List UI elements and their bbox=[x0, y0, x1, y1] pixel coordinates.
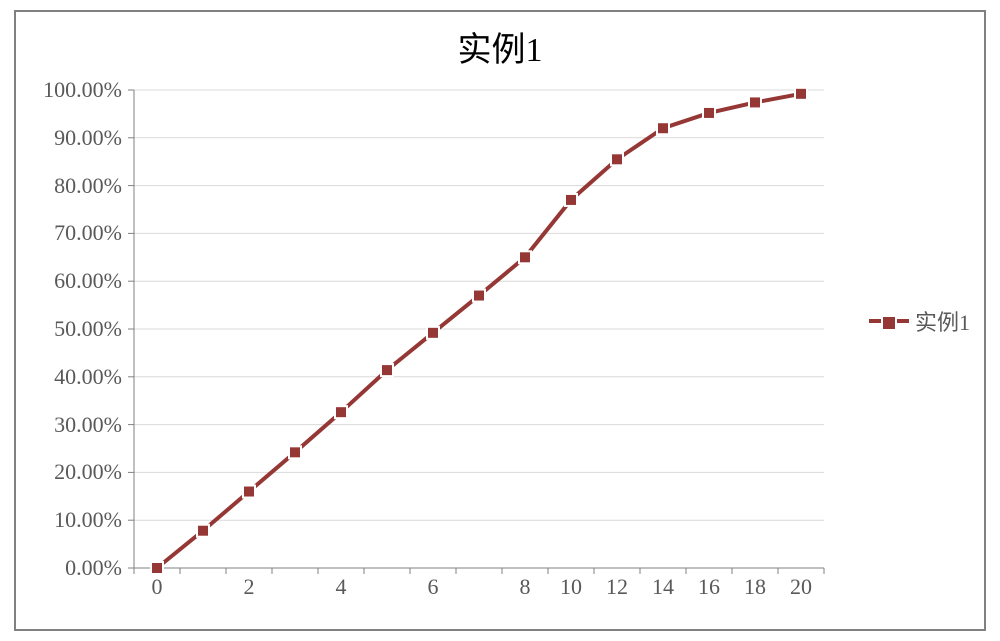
chart-title: 实例1 bbox=[16, 22, 984, 71]
plot-svg bbox=[134, 90, 824, 568]
y-tick-label: 40.00% bbox=[54, 364, 122, 390]
x-tick-label: 0 bbox=[152, 574, 163, 600]
legend-series-line bbox=[869, 319, 909, 323]
y-tick-label: 10.00% bbox=[54, 507, 122, 533]
y-tick-label: 60.00% bbox=[54, 268, 122, 294]
y-tick-label: 90.00% bbox=[54, 125, 122, 151]
series-marker bbox=[151, 562, 163, 574]
y-tick-label: 100.00% bbox=[43, 77, 122, 103]
y-tick-label: 70.00% bbox=[54, 220, 122, 246]
x-tick-label: 8 bbox=[520, 574, 531, 600]
chart-frame: 实例1 0.00% 10.00% 20.00% 30.00% 40.00% 50.00% 6… bbox=[14, 10, 986, 631]
series-marker bbox=[749, 96, 761, 108]
x-tick-label: 2 bbox=[244, 574, 255, 600]
y-tick-label: 80.00% bbox=[54, 173, 122, 199]
series-marker bbox=[335, 406, 347, 418]
x-tick-label: 6 bbox=[428, 574, 439, 600]
legend: 实例1 bbox=[869, 305, 970, 337]
x-tick-label: 12 bbox=[606, 574, 628, 600]
series-marker bbox=[565, 194, 577, 206]
series-marker bbox=[795, 88, 807, 100]
y-tick-label: 0.00% bbox=[65, 555, 122, 581]
x-tick-label: 16 bbox=[698, 574, 720, 600]
series-marker bbox=[243, 486, 255, 498]
x-tick-label: 18 bbox=[744, 574, 766, 600]
y-tick-label: 30.00% bbox=[54, 412, 122, 438]
series-marker bbox=[519, 251, 531, 263]
series-marker bbox=[473, 290, 485, 302]
x-tick-label: 10 bbox=[560, 574, 582, 600]
y-tick-label: 50.00% bbox=[54, 316, 122, 342]
plot-area bbox=[134, 90, 824, 568]
legend-series-marker bbox=[881, 315, 897, 331]
series-marker bbox=[381, 364, 393, 376]
series-marker bbox=[703, 107, 715, 119]
series-marker bbox=[657, 122, 669, 134]
x-tick-label: 14 bbox=[652, 574, 674, 600]
series-marker bbox=[289, 446, 301, 458]
series-marker bbox=[197, 525, 209, 537]
x-tick-label: 4 bbox=[336, 574, 347, 600]
series-marker bbox=[427, 327, 439, 339]
series-marker bbox=[611, 153, 623, 165]
legend-series-label: 实例1 bbox=[915, 305, 970, 337]
x-tick-label: 20 bbox=[790, 574, 812, 600]
y-tick-label: 20.00% bbox=[54, 459, 122, 485]
